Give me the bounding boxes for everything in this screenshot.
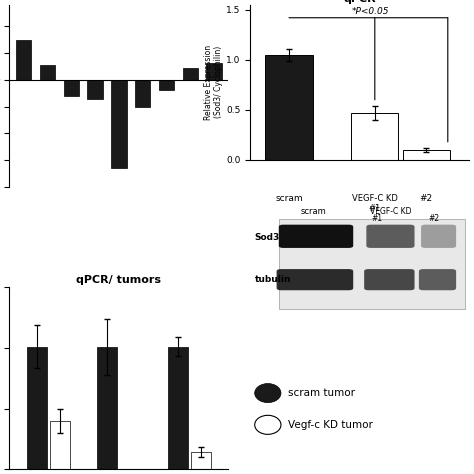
Bar (27, 346, 46, 469)
Text: scram tumor: scram tumor (288, 388, 355, 398)
Bar (191, 452, 211, 469)
Bar (50, 421, 70, 469)
Text: scram: scram (301, 207, 327, 216)
FancyBboxPatch shape (419, 269, 456, 290)
Text: Vegf-c KD tumor: Vegf-c KD tumor (288, 420, 373, 430)
FancyBboxPatch shape (421, 225, 456, 248)
FancyBboxPatch shape (279, 225, 353, 248)
Title: qPCR: qPCR (344, 0, 376, 4)
Bar (98, 346, 117, 469)
Text: Sod3: Sod3 (255, 233, 280, 242)
Text: VEGF-C KD
#1: VEGF-C KD #1 (352, 194, 398, 213)
Bar (265, 55, 312, 160)
Bar (40, 65, 55, 80)
Bar (16, 39, 31, 80)
Title: qPCR/ tumors: qPCR/ tumors (76, 275, 162, 285)
FancyBboxPatch shape (279, 219, 465, 310)
Text: #2: #2 (428, 214, 440, 223)
Bar (111, 80, 127, 168)
Text: scram: scram (275, 194, 303, 203)
Bar (403, 150, 450, 160)
FancyBboxPatch shape (364, 269, 415, 290)
Ellipse shape (255, 415, 281, 434)
Bar (64, 80, 79, 96)
Bar (168, 346, 188, 469)
Text: #1: #1 (372, 214, 383, 223)
Bar (351, 113, 399, 160)
Bar (182, 68, 198, 80)
FancyBboxPatch shape (366, 225, 415, 248)
Bar (87, 80, 103, 99)
Bar (159, 80, 174, 91)
Text: *P<0.05: *P<0.05 (352, 7, 389, 16)
Ellipse shape (255, 383, 281, 402)
Text: #2: #2 (420, 194, 433, 203)
Text: VEGF-C KD: VEGF-C KD (370, 207, 411, 216)
Text: B: B (256, 0, 269, 2)
FancyBboxPatch shape (277, 269, 353, 290)
Bar (206, 63, 222, 80)
Y-axis label: Relative Expression
(Sod3/ Cyclophilin): Relative Expression (Sod3/ Cyclophilin) (204, 45, 223, 120)
Bar (135, 80, 150, 107)
Text: tubulin: tubulin (255, 275, 291, 284)
